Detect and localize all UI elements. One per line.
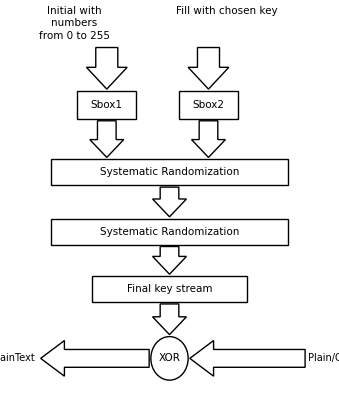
Text: XOR: XOR — [159, 353, 180, 364]
Circle shape — [151, 337, 188, 380]
Polygon shape — [153, 187, 186, 217]
Text: Final key stream: Final key stream — [127, 284, 212, 294]
FancyBboxPatch shape — [51, 160, 288, 185]
Text: Initial with
numbers
from 0 to 255: Initial with numbers from 0 to 255 — [39, 6, 110, 41]
Polygon shape — [90, 121, 124, 157]
Polygon shape — [153, 246, 186, 274]
Text: Fill with chosen key: Fill with chosen key — [176, 6, 278, 16]
Text: Systematic Randomization: Systematic Randomization — [100, 227, 239, 237]
Text: Sbox2: Sbox2 — [193, 100, 224, 110]
Text: Cipher/PlainText: Cipher/PlainText — [0, 353, 36, 364]
Polygon shape — [192, 121, 225, 157]
Polygon shape — [86, 48, 127, 89]
Text: Plain/Cipher Text: Plain/Cipher Text — [308, 353, 339, 364]
Polygon shape — [190, 341, 305, 376]
Text: Sbox1: Sbox1 — [91, 100, 123, 110]
Polygon shape — [41, 341, 149, 376]
FancyBboxPatch shape — [179, 91, 238, 119]
FancyBboxPatch shape — [77, 91, 136, 119]
Text: Systematic Randomization: Systematic Randomization — [100, 167, 239, 177]
FancyBboxPatch shape — [92, 276, 247, 302]
Polygon shape — [188, 48, 229, 89]
Polygon shape — [153, 304, 186, 335]
FancyBboxPatch shape — [51, 219, 288, 245]
